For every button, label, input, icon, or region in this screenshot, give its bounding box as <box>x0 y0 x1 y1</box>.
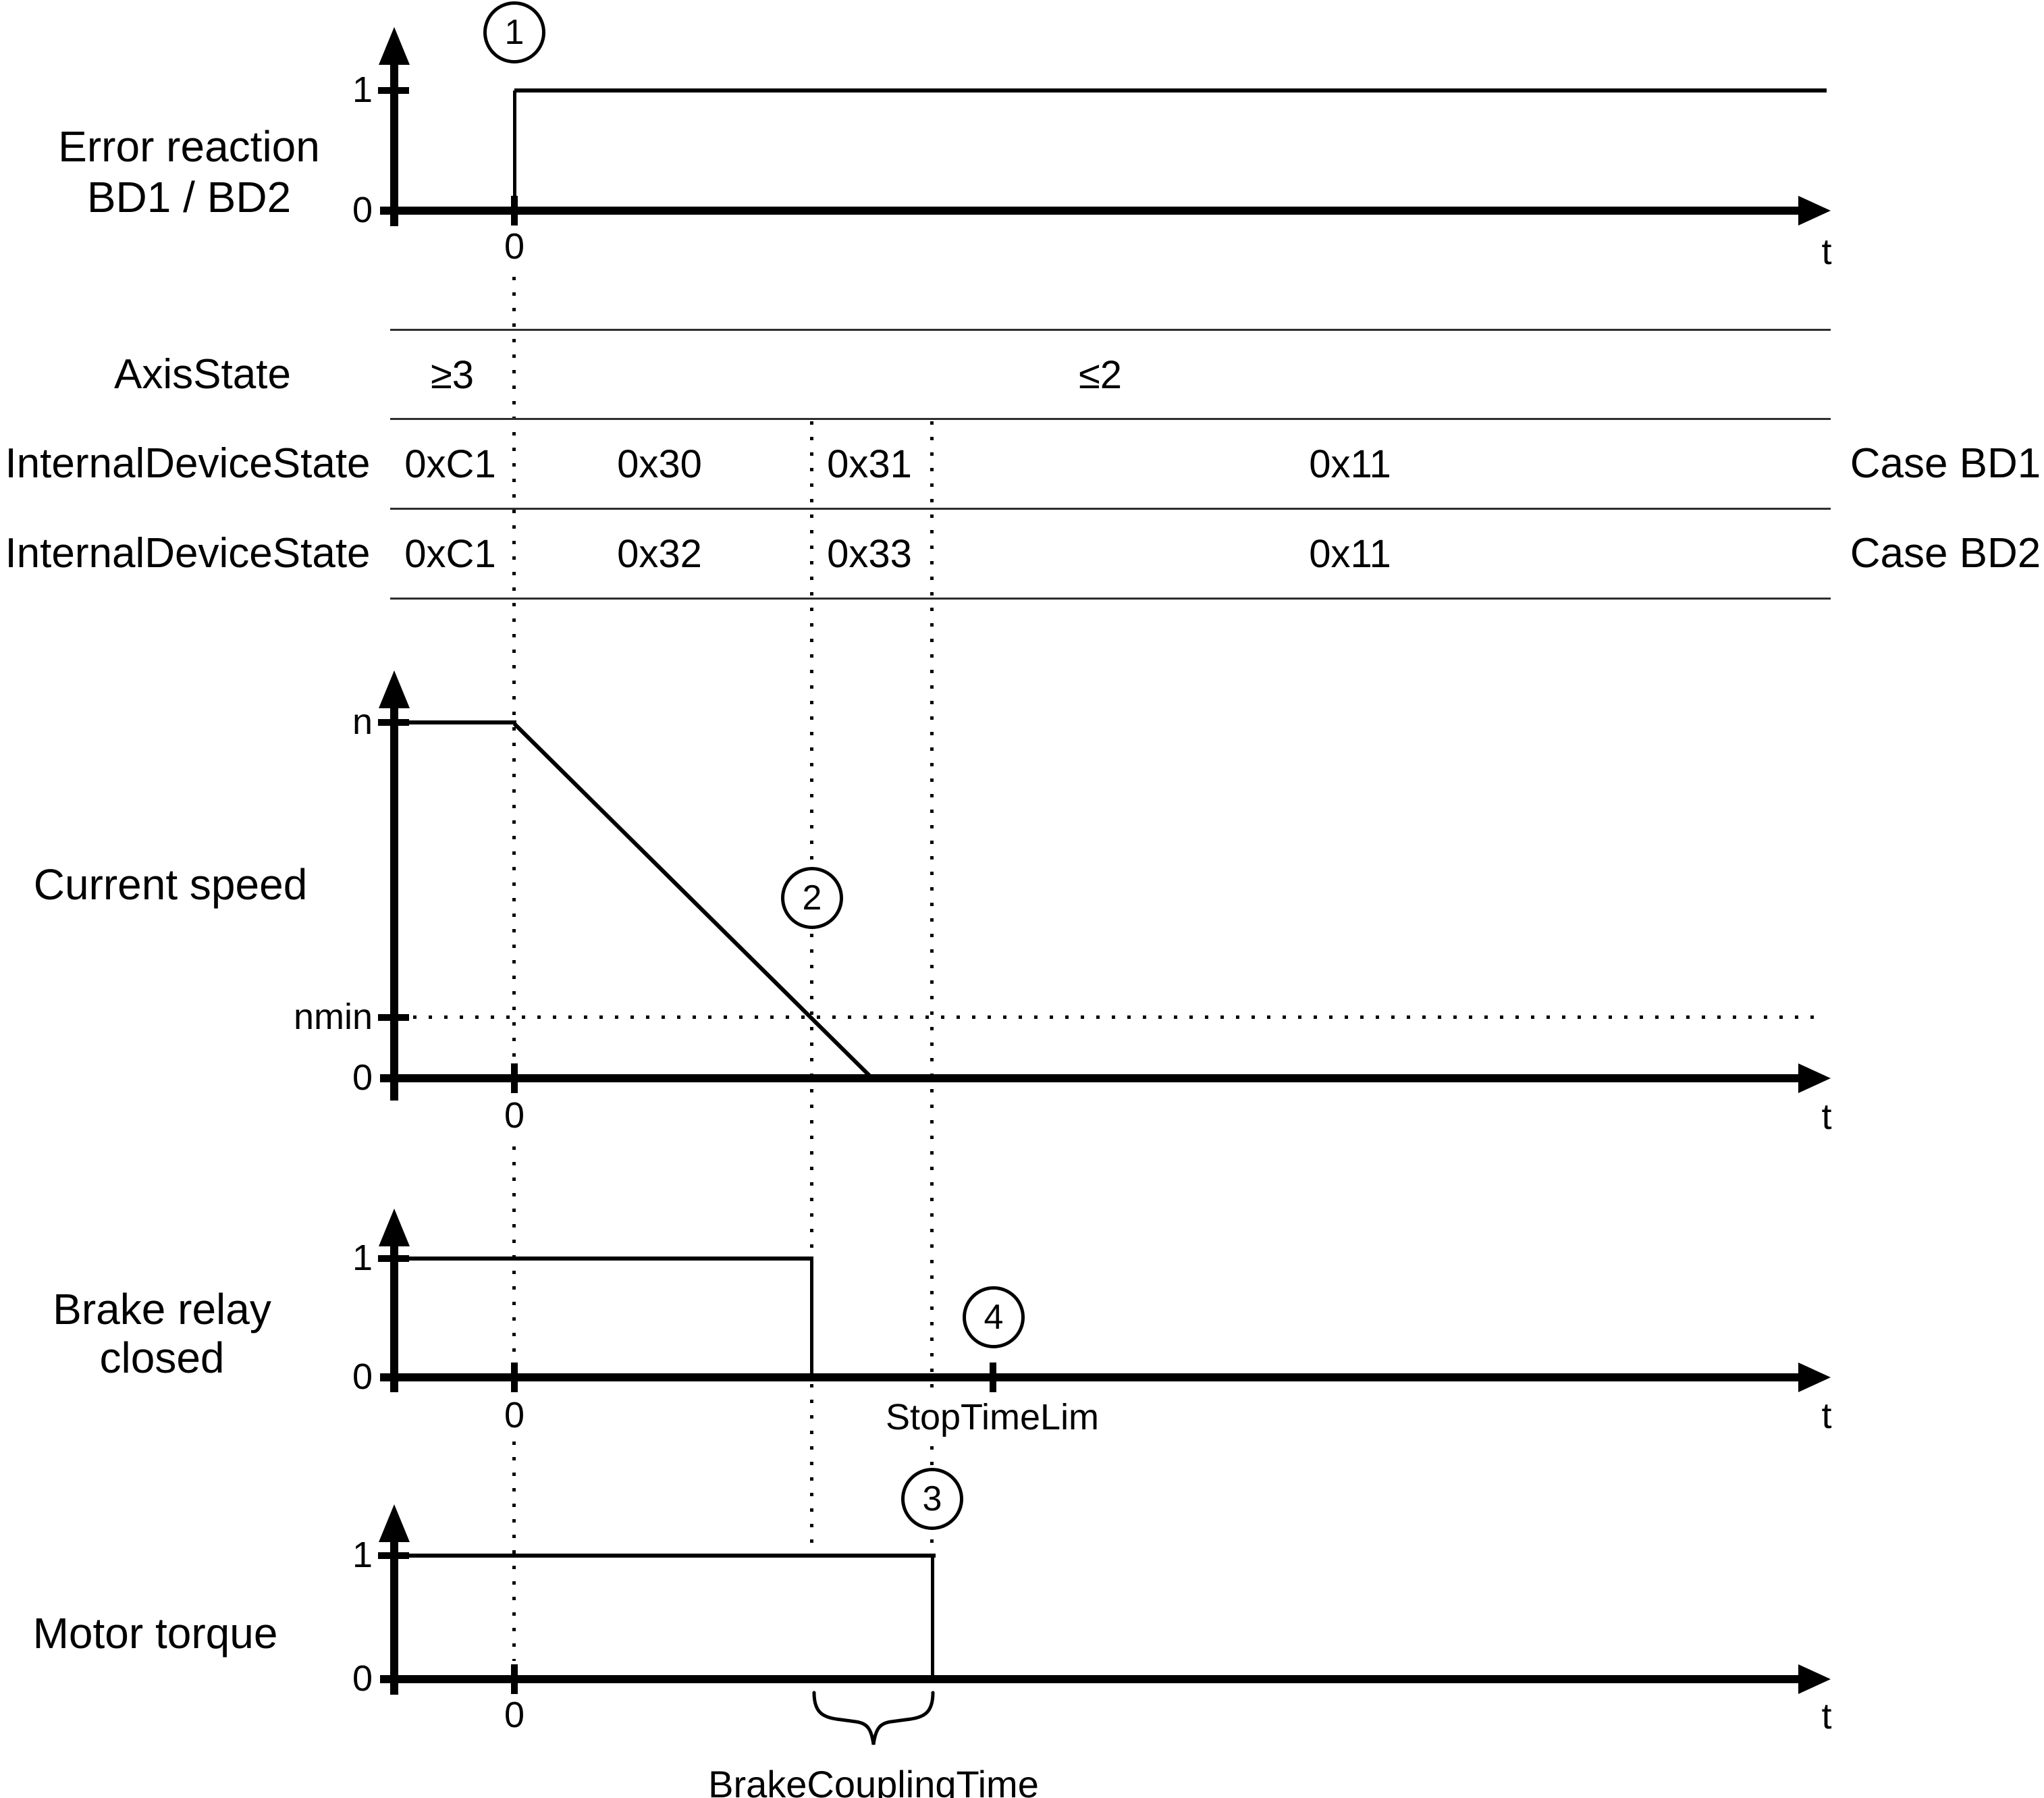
marker-4: 4 <box>963 1286 1025 1348</box>
marker-2: 2 <box>781 867 843 929</box>
t-axis-arrow-icon <box>1798 196 1831 226</box>
bd2-value-0x32: 0x32 <box>617 532 702 576</box>
plot-label-current-speed: Current speed <box>33 860 308 909</box>
bd1-value-0x11: 0x11 <box>1309 442 1391 486</box>
table-line-3 <box>390 508 1831 510</box>
tick-nmin <box>378 1014 409 1021</box>
error-reaction-step-edge <box>513 90 516 211</box>
guide-t0 <box>512 277 516 1661</box>
tick-t0 <box>511 1363 518 1392</box>
table-line-bottom <box>390 598 1831 600</box>
t-axis-error-reaction <box>380 207 1798 215</box>
bd2-value-0x33: 0x33 <box>827 532 912 576</box>
bd1-value-0x31: 0x31 <box>827 442 912 486</box>
y-label-0: 0 <box>352 190 373 230</box>
table-line-2 <box>390 418 1831 420</box>
motor-torque-drop-edge <box>931 1556 934 1679</box>
y-label-0: 0 <box>352 1057 373 1098</box>
plot-label-error-reaction-line1: Error reaction <box>58 122 320 171</box>
t-label: t <box>1821 1096 1832 1137</box>
row-label-internal-device-state-bd2: InternalDeviceState <box>5 530 371 577</box>
t0-label: 0 <box>504 226 525 267</box>
tick-stop-time-lim <box>990 1363 996 1392</box>
guide-event3 <box>930 421 934 1556</box>
brake-coupling-brace <box>812 1691 935 1745</box>
error-reaction-high-level <box>514 88 1827 92</box>
plot-label-brake-relay-line2: closed <box>99 1333 225 1382</box>
brake-relay-high-level <box>380 1257 813 1261</box>
table-line-top <box>390 329 1831 331</box>
plot-label-brake-relay-line1: Brake relay <box>53 1285 271 1333</box>
y-axis-current-speed <box>390 694 398 1101</box>
marker-3: 3 <box>901 1468 963 1530</box>
bd2-value-0xC1: 0xC1 <box>404 532 496 576</box>
tick-t0 <box>511 1063 518 1093</box>
t-axis-current-speed <box>380 1074 1798 1082</box>
tick-level1 <box>378 87 409 94</box>
y-axis-motor-torque <box>390 1528 398 1695</box>
case-bd2-label: Case BD2 <box>1850 530 2041 577</box>
axis-state-after: ≤2 <box>1078 353 1123 397</box>
t-axis-brake-relay <box>380 1373 1798 1381</box>
row-label-axis-state: AxisState <box>114 351 291 398</box>
guide-event2 <box>810 421 813 1554</box>
t0-label: 0 <box>504 1695 525 1735</box>
t-label: t <box>1821 232 1832 272</box>
t0-label: 0 <box>491 1394 538 1436</box>
t-axis-motor-torque <box>380 1675 1798 1683</box>
marker-1: 1 <box>483 1 545 63</box>
y-label-n: n <box>352 702 373 742</box>
y-label-1: 1 <box>352 1238 373 1278</box>
bd1-value-0x30: 0x30 <box>617 442 702 486</box>
bd1-value-0xC1: 0xC1 <box>404 442 496 486</box>
y-label-1: 1 <box>352 70 373 110</box>
t-label: t <box>1821 1396 1832 1436</box>
axis-state-before: ≥3 <box>430 353 475 397</box>
tick-t0 <box>511 1664 518 1694</box>
t0-label: 0 <box>491 1094 538 1136</box>
tick-t0 <box>511 196 518 226</box>
stop-time-lim-label: StopTimeLim <box>844 1396 1141 1438</box>
y-axis-brake-relay <box>390 1232 398 1392</box>
t-label: t <box>1821 1696 1832 1737</box>
row-label-internal-device-state-bd1: InternalDeviceState <box>5 440 371 487</box>
brake-coupling-time-label: BrakeCouplingTime <box>708 1763 1039 1798</box>
motor-torque-high-level <box>380 1554 936 1558</box>
y-label-0: 0 <box>352 1658 373 1699</box>
t-axis-arrow-icon <box>1798 1664 1831 1694</box>
y-label-0: 0 <box>352 1356 373 1397</box>
y-axis-error-reaction <box>390 51 398 226</box>
y-label-1: 1 <box>352 1535 373 1575</box>
y-label-nmin: nmin <box>293 997 373 1037</box>
plot-label-motor-torque: Motor torque <box>32 1609 278 1658</box>
guide-nmin <box>413 1015 1826 1019</box>
t-axis-arrow-icon <box>1798 1063 1831 1093</box>
brake-relay-drop-edge <box>810 1259 813 1377</box>
bd2-value-0x11: 0x11 <box>1309 532 1391 576</box>
speed-flat-segment <box>380 720 516 724</box>
case-bd1-label: Case BD1 <box>1850 440 2041 487</box>
t-axis-arrow-icon <box>1798 1363 1831 1392</box>
plot-label-error-reaction-line2: BD1 / BD2 <box>86 173 292 221</box>
